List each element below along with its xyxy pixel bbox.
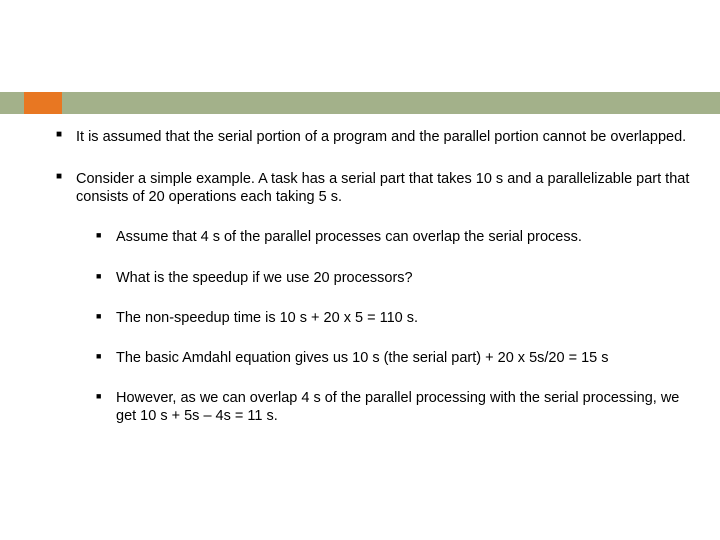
list-item: What is the speedup if we use 20 process…: [96, 269, 692, 287]
sub-bullet-text: The non-speedup time is 10 s + 20 x 5 = …: [116, 310, 418, 326]
header-band: [0, 92, 720, 114]
slide: It is assumed that the serial portion of…: [0, 0, 720, 540]
list-item: It is assumed that the serial portion of…: [56, 128, 692, 146]
accent-block: [24, 92, 62, 114]
list-item: Assume that 4 s of the parallel processe…: [96, 228, 692, 246]
sub-bullet-text: However, as we can overlap 4 s of the pa…: [116, 390, 679, 424]
content-area: It is assumed that the serial portion of…: [56, 128, 692, 449]
list-item: Consider a simple example. A task has a …: [56, 170, 692, 425]
list-item: The non-speedup time is 10 s + 20 x 5 = …: [96, 309, 692, 327]
sub-bullet-list: Assume that 4 s of the parallel processe…: [96, 228, 692, 425]
sub-bullet-text: Assume that 4 s of the parallel processe…: [116, 229, 582, 245]
list-item: The basic Amdahl equation gives us 10 s …: [96, 349, 692, 367]
sub-bullet-text: The basic Amdahl equation gives us 10 s …: [116, 350, 608, 366]
bullet-text: It is assumed that the serial portion of…: [76, 129, 686, 145]
bullet-list: It is assumed that the serial portion of…: [56, 128, 692, 425]
list-item: However, as we can overlap 4 s of the pa…: [96, 389, 692, 425]
sub-bullet-text: What is the speedup if we use 20 process…: [116, 270, 413, 286]
bullet-text: Consider a simple example. A task has a …: [76, 171, 689, 205]
